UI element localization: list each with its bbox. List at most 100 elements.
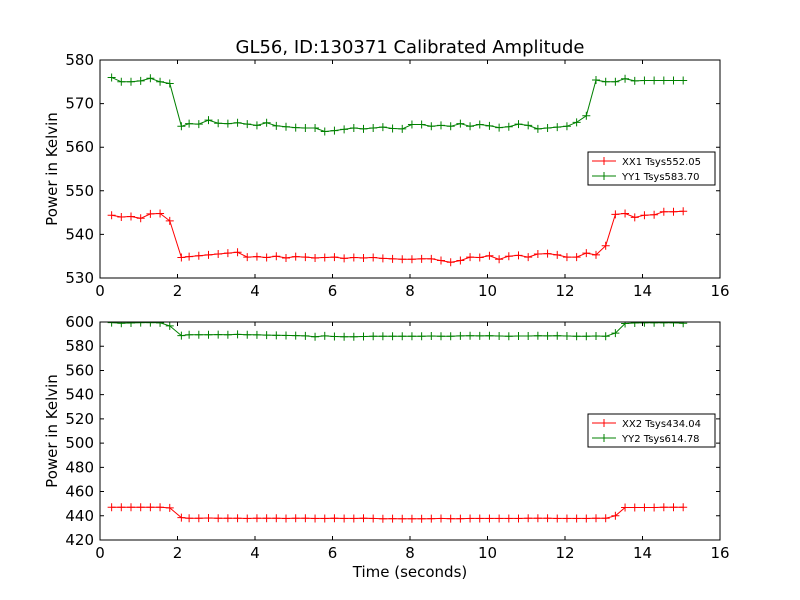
data-point — [369, 514, 378, 523]
data-point — [233, 514, 242, 523]
y-tick-label: 600 — [65, 313, 94, 331]
data-point — [127, 503, 135, 512]
data-point — [378, 514, 387, 523]
data-point — [427, 332, 436, 341]
data-point — [466, 253, 475, 262]
data-point — [262, 118, 271, 127]
data-point — [194, 514, 203, 523]
y-tick-label: 560 — [65, 361, 94, 379]
data-point — [504, 514, 513, 523]
data-point — [679, 207, 688, 216]
data-point — [340, 254, 349, 263]
data-point — [136, 322, 145, 327]
data-point — [601, 77, 610, 86]
data-point — [223, 119, 232, 128]
data-point — [117, 77, 126, 86]
data-point — [359, 332, 368, 341]
data-point — [340, 332, 349, 341]
data-point — [621, 322, 630, 328]
data-point — [252, 514, 261, 523]
data-point — [582, 249, 591, 258]
data-point — [592, 250, 600, 259]
data-point — [127, 212, 135, 221]
data-point — [107, 211, 116, 220]
data-point — [340, 514, 349, 523]
x-tick-label: 4 — [250, 282, 260, 300]
data-point — [223, 330, 232, 339]
y-tick-label: 560 — [65, 138, 94, 156]
data-point — [427, 122, 436, 131]
data-point — [252, 252, 261, 261]
data-point — [621, 209, 630, 218]
data-point — [156, 503, 165, 512]
data-point — [185, 514, 194, 523]
data-point — [446, 258, 455, 267]
data-point — [572, 332, 581, 341]
chart-title: GL56, ID:130371 Calibrated Amplitude — [236, 37, 585, 58]
data-point — [311, 514, 320, 523]
data-point — [136, 76, 145, 85]
data-point — [437, 514, 445, 523]
data-point — [177, 331, 186, 340]
data-point — [495, 123, 504, 132]
data-point — [640, 211, 649, 220]
data-point — [572, 514, 581, 523]
data-point — [388, 332, 397, 341]
data-point — [272, 252, 281, 261]
data-point — [543, 249, 552, 258]
data-point — [417, 514, 426, 523]
y-tick-label: 460 — [65, 483, 94, 501]
legend-swatch — [592, 157, 616, 165]
legend-label: XX1 Tsys552.05 — [622, 157, 701, 168]
data-point — [311, 124, 320, 133]
data-point — [437, 332, 445, 341]
data-point — [146, 503, 155, 512]
data-point — [272, 514, 281, 523]
data-point — [640, 503, 649, 512]
data-point — [572, 253, 581, 262]
data-point — [127, 77, 135, 86]
data-point — [524, 332, 533, 341]
data-point — [466, 122, 475, 131]
series-1 — [107, 503, 688, 523]
data-point — [446, 122, 455, 131]
data-point — [177, 122, 186, 131]
data-point — [194, 120, 203, 129]
data-point — [272, 331, 281, 340]
data-point — [621, 503, 630, 512]
series-1 — [107, 207, 688, 267]
x-tick-label: 0 — [95, 544, 105, 562]
data-point — [495, 332, 504, 341]
data-point — [630, 503, 639, 512]
data-point — [177, 513, 186, 522]
data-point — [194, 251, 203, 260]
data-point — [146, 209, 155, 218]
data-point — [679, 322, 688, 328]
data-point — [427, 514, 436, 523]
data-point — [446, 514, 455, 523]
x-tick-label: 2 — [173, 282, 183, 300]
data-point — [223, 249, 232, 258]
data-point — [495, 514, 504, 523]
data-point — [243, 253, 252, 262]
data-point — [282, 331, 290, 340]
data-point — [156, 77, 165, 86]
x-tick-label: 16 — [710, 282, 729, 300]
data-point — [553, 331, 562, 340]
data-point — [282, 122, 290, 131]
data-point — [252, 121, 261, 130]
y-tick-label: 580 — [65, 337, 94, 355]
y-tick-label: 520 — [65, 410, 94, 428]
data-point — [340, 125, 349, 134]
data-point — [659, 207, 668, 216]
data-point — [330, 514, 339, 523]
x-tick-label: 16 — [710, 544, 729, 562]
data-point — [282, 514, 290, 523]
data-point — [659, 503, 668, 512]
x-axis-label: Time (seconds) — [352, 563, 468, 581]
data-point — [611, 210, 620, 219]
data-point — [117, 503, 126, 512]
data-point — [533, 331, 542, 340]
data-point — [233, 248, 242, 257]
data-point — [165, 503, 174, 512]
